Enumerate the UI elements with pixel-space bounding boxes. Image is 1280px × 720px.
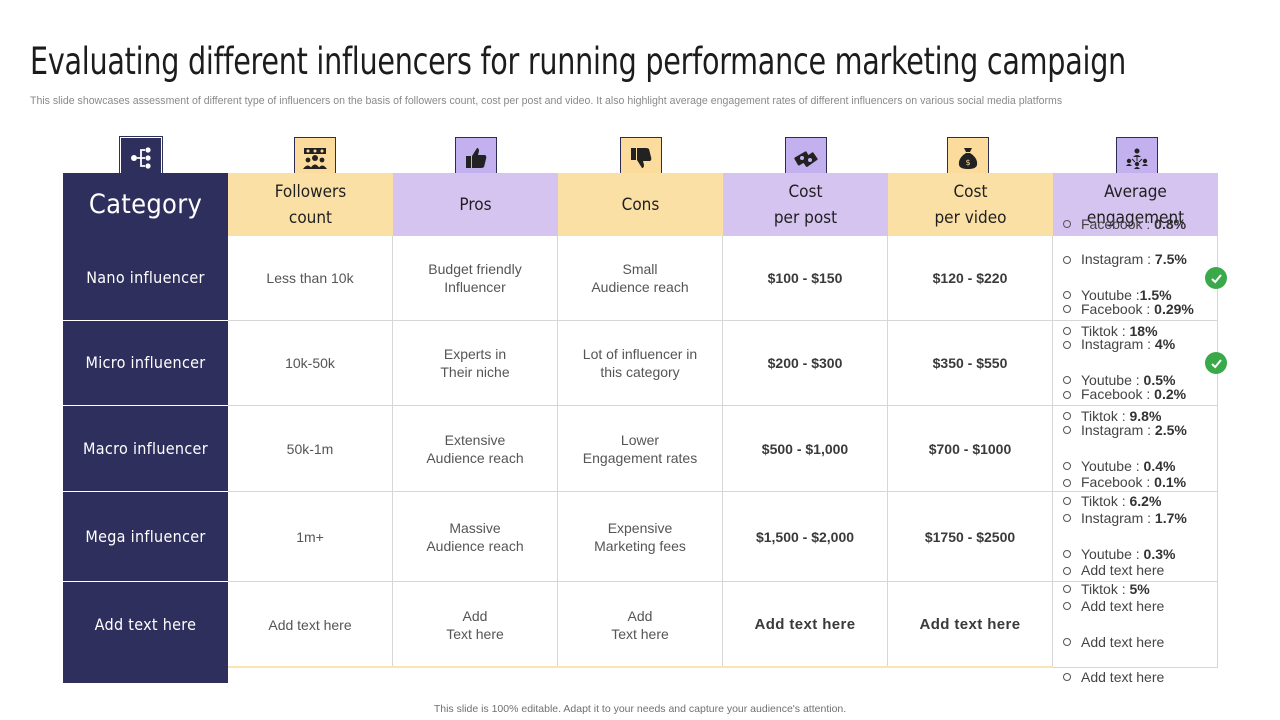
followers-cell: Add text here (228, 582, 393, 668)
followers-cell: Less than 10k (228, 236, 393, 321)
engagement-item: Add text here (1063, 598, 1164, 616)
cost-per-video-cell: $350 - $550 (888, 321, 1053, 406)
engagement-cell: Facebook : 0.29% Instagram : 4% Youtube … (1053, 301, 1227, 424)
slide-subtitle: This slide showcases assessment of diffe… (30, 95, 1063, 107)
engagement-item: Facebook : 0.8% (1063, 216, 1187, 234)
engagement-item: Youtube : 0.5% (1063, 372, 1194, 390)
slide-title: Evaluating different influencers for run… (30, 40, 1127, 83)
category-cell: Mega influencer (63, 492, 228, 582)
cons-cell: Lot of influencer in this category (558, 321, 723, 406)
cost-per-video-cell: Add text here (888, 582, 1053, 668)
category-cell: Add text here (63, 582, 228, 668)
slide-footer: This slide is 100% editable. Adapt it to… (433, 703, 847, 715)
checkmark-icon (1205, 352, 1227, 374)
engagement-item: Add text here (1063, 562, 1164, 580)
engagement-item: Tiktok : 9.8% (1063, 408, 1194, 426)
checkmark-icon (1205, 267, 1227, 289)
category-cell: Micro influencer (63, 321, 228, 406)
engagement-item: Facebook : 0.29% (1063, 301, 1194, 319)
pros-cell: Experts in Their niche (393, 321, 558, 406)
engagement-item: Instagram : 4% (1063, 336, 1194, 354)
engagement-item: Facebook : 0.2% (1063, 386, 1187, 404)
influencer-table: Category Followers count Pros Cons Cost … (63, 173, 1227, 685)
cost-per-post-cell: $500 - $1,000 (723, 406, 888, 492)
engagement-item: Facebook : 0.1% (1063, 474, 1187, 492)
cost-per-post-cell: $1,500 - $2,000 (723, 492, 888, 582)
table-row: Macro influencer 50k-1m Extensive Audien… (63, 386, 1218, 509)
table-row: Mega influencer 1m+ Massive Audience rea… (63, 474, 1218, 597)
engagement-item: Add text here (1063, 634, 1164, 652)
cost-per-post-cell: $100 - $150 (723, 236, 888, 321)
engagement-item: Youtube :1.5% (1063, 287, 1187, 305)
cons-cell: Expensive Marketing fees (558, 492, 723, 582)
table-row: Micro influencer 10k-50k Experts in Thei… (63, 301, 1227, 424)
header-cons: Cons (558, 173, 723, 236)
engagement-cell: Facebook : 0.2% Instagram : 2.5% Youtube… (1053, 386, 1218, 509)
cost-per-video-cell: $120 - $220 (888, 236, 1053, 321)
engagement-cell: Facebook : 0.1% Instagram : 1.7% Youtube… (1053, 474, 1218, 597)
thumbs-down-icon (620, 137, 662, 179)
cost-per-post-cell: $200 - $300 (723, 321, 888, 406)
cost-per-video-cell: $700 - $1000 (888, 406, 1053, 492)
header-cost-per-post: Cost per post (723, 173, 888, 236)
header-followers: Followers count (228, 173, 393, 236)
category-cell: Macro influencer (63, 406, 228, 492)
engagement-item: Youtube : 0.3% (1063, 546, 1187, 564)
engagement-cell: Add text here Add text here Add text her… (1053, 562, 1218, 685)
cons-cell: Lower Engagement rates (558, 406, 723, 492)
category-cell: Nano influencer (63, 236, 228, 321)
followers-cell: 50k-1m (228, 406, 393, 492)
money-bag-icon: $ (947, 137, 989, 179)
followers-cell: 10k-50k (228, 321, 393, 406)
engagement-item: Tiktok : 5% (1063, 581, 1187, 599)
header-cost-per-video: Cost per video (888, 173, 1053, 236)
header-category: Category (63, 173, 228, 236)
table-header-row: Category Followers count Pros Cons Cost … (63, 173, 1218, 236)
engagement-item: Add text here (1063, 669, 1164, 687)
pros-cell: Extensive Audience reach (393, 406, 558, 492)
hierarchy-icon (120, 137, 162, 179)
pros-cell: Add Text here (393, 582, 558, 668)
engagement-item: Instagram : 2.5% (1063, 422, 1187, 440)
engagement-item: Tiktok : 18% (1063, 323, 1187, 341)
engagement-cell: Facebook : 0.8% Instagram : 7.5% Youtube… (1053, 216, 1227, 339)
crowd-icon (294, 137, 336, 179)
cost-per-video-cell: $1750 - $2500 (888, 492, 1053, 582)
engagement-item: Tiktok : 6.2% (1063, 493, 1187, 511)
cons-cell: Small Audience reach (558, 236, 723, 321)
category-column-tail (63, 667, 228, 683)
header-pros: Pros (393, 173, 558, 236)
followers-cell: 1m+ (228, 492, 393, 582)
engagement-item: Instagram : 1.7% (1063, 510, 1187, 528)
svg-text:$: $ (965, 158, 970, 167)
table-bottom-accent (228, 666, 1053, 668)
pros-cell: Budget friendly Influencer (393, 236, 558, 321)
cons-cell: Add Text here (558, 582, 723, 668)
cost-per-post-cell: Add text here (723, 582, 888, 668)
table-row: Nano influencer Less than 10k Budget fri… (63, 216, 1227, 339)
table-row: Add text here Add text here Add Text her… (63, 562, 1218, 685)
engagement-item: Instagram : 7.5% (1063, 251, 1187, 269)
pros-cell: Massive Audience reach (393, 492, 558, 582)
dollar-bills-icon (785, 137, 827, 179)
engagement-item: Youtube : 0.4% (1063, 458, 1187, 476)
